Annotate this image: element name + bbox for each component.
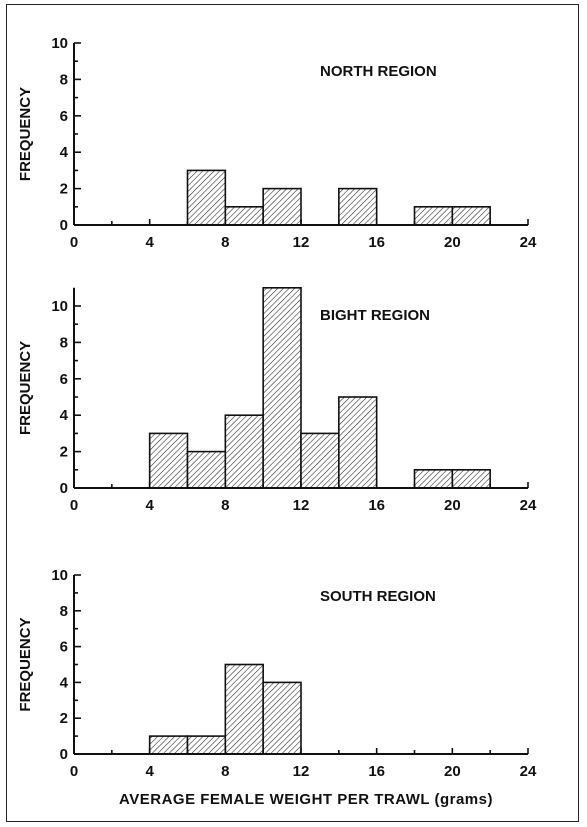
y-tick-label: 10 [51,298,68,315]
y-axis-label: FREQUENCY [17,341,34,435]
panel-title: BIGHT REGION [320,307,430,324]
histogram-bar [338,396,378,489]
x-tick-label: 4 [145,763,154,780]
x-tick-label: 12 [293,763,310,780]
x-tick-label: 8 [221,763,229,780]
histogram-bar [262,187,302,226]
x-tick-label: 20 [444,763,461,780]
y-axis-label: FREQUENCY [17,617,34,711]
histogram-bar [262,681,302,755]
y-tick-label: 6 [60,639,68,656]
histogram-bar [148,432,189,489]
y-tick-label: 4 [60,144,69,161]
x-tick-label: 24 [520,234,537,251]
y-tick-label: 2 [60,710,68,727]
x-tick-label: 0 [70,234,78,251]
y-tick-label: 10 [51,567,68,584]
x-tick-label: 0 [70,763,78,780]
x-tick-label: 16 [368,234,385,251]
y-tick-label: 2 [60,444,68,461]
x-tick-label: 12 [293,234,310,251]
histogram-bar [300,432,340,489]
x-tick-label: 20 [444,497,461,514]
x-tick-label: 8 [221,497,229,514]
y-tick-label: 8 [60,603,68,620]
y-tick-label: 0 [60,480,68,497]
histogram-bar [186,735,227,755]
histogram-bar [451,468,491,489]
x-tick-label: 8 [221,234,229,251]
histogram-bar [262,286,302,489]
histogram-bar [148,735,189,755]
y-tick-label: 8 [60,334,68,351]
y-tick-label: 8 [60,71,68,88]
x-tick-label: 24 [520,763,537,780]
x-tick-label: 20 [444,234,461,251]
y-tick-label: 4 [60,407,69,424]
histogram-bar [338,187,378,226]
y-tick-label: 2 [60,181,68,198]
histogram-bar [451,206,491,226]
histogram-bar [186,169,227,226]
y-tick-label: 0 [60,217,68,234]
y-axis-label: FREQUENCY [17,87,34,181]
histogram-bar [186,450,227,489]
histogram-bar [224,206,264,226]
x-tick-label: 16 [368,763,385,780]
y-tick-label: 6 [60,371,68,388]
histogram-bar [413,206,454,226]
y-tick-label: 4 [60,674,69,691]
x-tick-label: 4 [145,234,154,251]
y-tick-label: 6 [60,108,68,125]
panel-title: SOUTH REGION [320,588,436,605]
x-tick-label: 16 [368,497,385,514]
y-tick-label: 10 [51,35,68,52]
x-tick-label: 0 [70,497,78,514]
x-tick-label: 24 [520,497,537,514]
x-tick-label: 12 [293,497,310,514]
histogram-bar [224,663,264,755]
x-tick-label: 4 [145,497,154,514]
histogram-bar [224,414,264,489]
panel-title: NORTH REGION [320,63,437,80]
y-tick-label: 0 [60,746,68,763]
x-axis-label: AVERAGE FEMALE WEIGHT PER TRAWL (grams) [119,791,493,808]
histogram-bar [413,468,454,489]
